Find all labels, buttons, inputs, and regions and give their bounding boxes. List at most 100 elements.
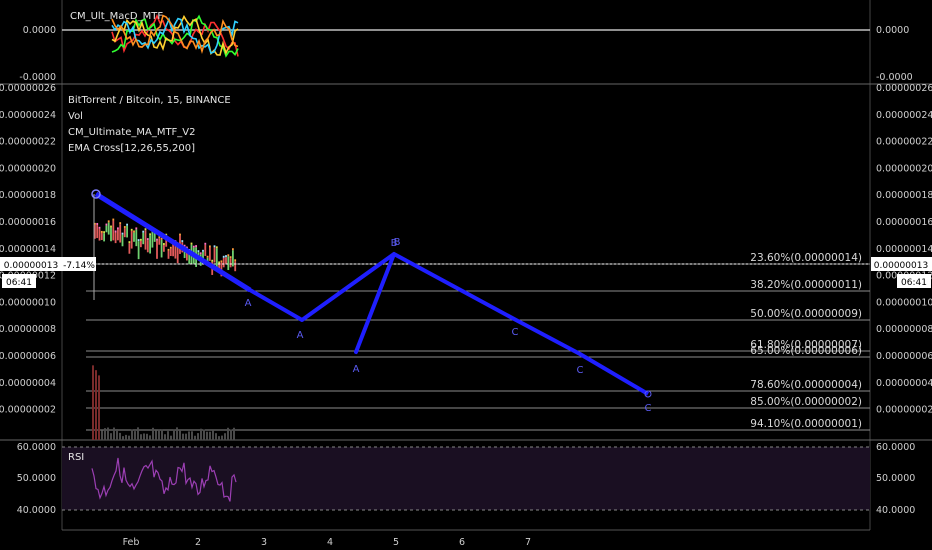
- candle: [165, 235, 168, 247]
- volume-bar: [92, 365, 94, 440]
- volume-bar: [155, 430, 157, 440]
- candle: [110, 227, 112, 242]
- candle: [225, 257, 227, 264]
- left-price-tag-text: 0.00000013: [4, 261, 58, 271]
- candle: [121, 234, 124, 247]
- price-axis: 0.00000026 0.00000026 0.00000024 0.00000024…: [0, 83, 932, 416]
- price-tick-right: 0.00000010: [876, 297, 932, 308]
- candle: [174, 242, 177, 259]
- time-label-2: 2: [195, 537, 201, 548]
- point-label-a1: A: [245, 298, 252, 309]
- ma-dot: [121, 232, 124, 235]
- volume-bar: [146, 433, 148, 440]
- ma-dot: [232, 248, 234, 251]
- macd-histogram: [111, 13, 239, 58]
- ma-dot: [112, 218, 115, 221]
- candle: [123, 228, 126, 238]
- ma-dot: [105, 223, 108, 226]
- price-tick-right: 0.00000006: [876, 351, 932, 362]
- macd-series-line: [111, 13, 239, 57]
- pattern-first-leg[interactable]: [94, 191, 252, 293]
- ma-dot: [128, 241, 131, 244]
- candle: [149, 235, 151, 254]
- candle: [160, 239, 163, 258]
- ma-dot: [156, 238, 158, 241]
- ma-dot: [227, 254, 230, 257]
- volume-bar: [122, 436, 124, 440]
- candle: [126, 225, 128, 238]
- candle: [163, 245, 165, 252]
- point-label-c2: C: [577, 365, 584, 376]
- volume-bar: [152, 427, 154, 440]
- ma-dot: [117, 227, 119, 230]
- price-tick-left: 0.00000006: [0, 351, 56, 362]
- volume-bar: [224, 433, 226, 440]
- indicator-vol[interactable]: Vol: [68, 111, 83, 122]
- candle: [176, 248, 179, 264]
- rsi-panel: RSI 60.0000 50.0000 40.0000 60.0000 50.0…: [17, 442, 916, 516]
- volume-bar: [173, 429, 175, 440]
- time-axis[interactable]: Feb 2 3 4 5 6 7: [123, 537, 531, 548]
- volume-bar: [203, 429, 205, 440]
- price-tick-left: 0.00000004: [0, 378, 56, 389]
- pattern-anchor-handle[interactable]: [91, 189, 101, 199]
- price-tick-left: 0.00000008: [0, 324, 56, 335]
- indicator-ma-mtf[interactable]: CM_Ultimate_MA_MTF_V2: [68, 127, 196, 138]
- ma-dot: [158, 236, 161, 239]
- ma-dot: [186, 246, 188, 249]
- rsi-right-tick-60: 60.0000: [876, 442, 915, 453]
- candle: [117, 229, 119, 241]
- candle: [222, 257, 225, 268]
- abc-pattern-line[interactable]: [94, 192, 650, 396]
- ma-dot: [126, 223, 128, 226]
- candle: [183, 246, 186, 259]
- point-label-c1: C: [512, 327, 519, 338]
- candle: [209, 247, 211, 261]
- price-tick-right: 0.00000020: [876, 163, 932, 174]
- macd-series-line: [111, 14, 239, 54]
- ma-dot: [206, 255, 209, 258]
- ma-dot: [135, 227, 138, 230]
- ma-dot: [190, 242, 193, 245]
- volume-bar: [170, 435, 172, 440]
- ma-dot: [94, 222, 96, 225]
- ma-dot: [202, 249, 204, 252]
- rsi-title[interactable]: RSI: [68, 452, 84, 463]
- ma-dot: [140, 238, 142, 241]
- ma-dot: [220, 260, 223, 263]
- time-label-feb: Feb: [123, 537, 140, 548]
- ma-dot: [218, 261, 220, 264]
- price-tick-right: 0.00000018: [876, 190, 932, 201]
- symbol-title[interactable]: BitTorrent / Bitcoin, 15, BINANCE: [68, 95, 231, 106]
- rsi-right-tick-50: 50.0000: [876, 473, 915, 484]
- candle: [151, 230, 154, 248]
- volume-bar: [218, 436, 220, 440]
- pattern-end-handle[interactable]: [644, 390, 652, 398]
- volume-bar: [128, 435, 130, 440]
- volume-bar: [194, 435, 196, 440]
- volume-bar: [191, 431, 193, 440]
- candle: [218, 263, 220, 272]
- volume-bar: [125, 434, 127, 440]
- price-tick-left: 0.00000018: [0, 190, 56, 201]
- volume-bar: [188, 431, 190, 440]
- candle: [142, 232, 145, 245]
- candle: [186, 248, 188, 261]
- indicator-ema-cross[interactable]: EMA Cross[12,26,55,200]: [68, 143, 195, 154]
- ma-dot: [213, 245, 216, 248]
- fibonacci-retracement[interactable]: 23.60%(0.00000014) 38.20%(0.00000011) 50.0…: [86, 252, 870, 431]
- volume-bar: [113, 427, 115, 440]
- volume-bar: [212, 430, 214, 440]
- volume-bar: [209, 431, 211, 440]
- macd-series-line: [111, 17, 239, 55]
- point-label-b1: B: [391, 238, 398, 249]
- ma-dot: [142, 230, 145, 233]
- candle: [135, 229, 138, 247]
- volume-bar: [182, 433, 184, 440]
- candle: [130, 230, 133, 249]
- ma-dot: [199, 252, 202, 255]
- ma-dot: [103, 231, 105, 234]
- candle: [153, 233, 156, 242]
- ma-dot: [181, 240, 184, 243]
